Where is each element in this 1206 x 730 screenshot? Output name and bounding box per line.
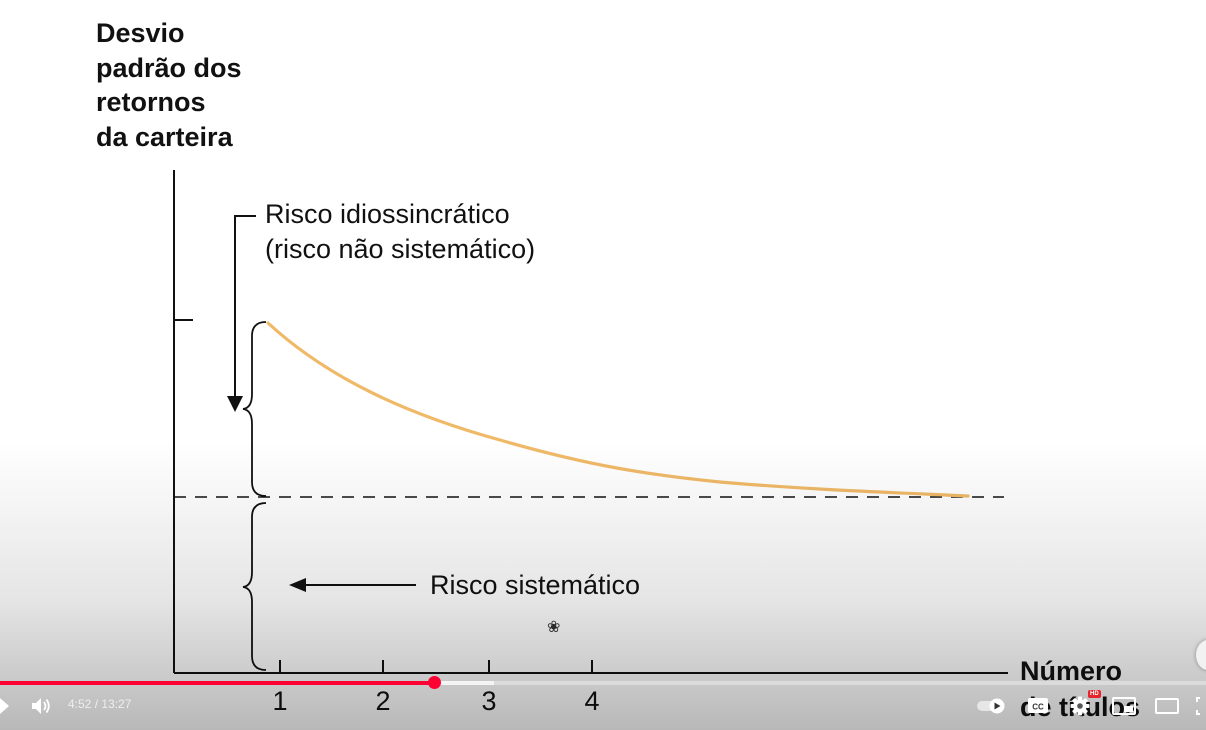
scrubber-handle[interactable] — [428, 676, 442, 689]
idiosyncratic-arrow — [227, 215, 256, 412]
idiosyncratic-brace — [242, 321, 267, 497]
y-axis-label-line: padrão dos — [96, 52, 242, 83]
systematic-label: Risco sistemático — [430, 570, 641, 600]
theater-icon[interactable] — [1155, 698, 1179, 714]
systematic-arrow — [289, 578, 416, 592]
x-axis-label-line1: Número — [1020, 656, 1123, 686]
non-systematic-label: (risco não sistemático) — [265, 234, 536, 264]
progress-bar[interactable] — [0, 681, 1206, 685]
x-tick-label: 4 — [584, 686, 600, 716]
x-tick-label: 2 — [375, 686, 391, 716]
systematic-brace — [242, 502, 267, 671]
y-axis-label-line: da carteira — [96, 121, 233, 152]
x-ticks — [279, 660, 593, 673]
current-time: 4:52 — [68, 697, 92, 711]
side-overlay-button[interactable] — [1196, 640, 1206, 670]
time-display: 4:52 / 13:27 — [68, 697, 131, 711]
idiosyncratic-label: Risco idiossincrático — [265, 199, 510, 229]
fullscreen-icon[interactable] — [1196, 697, 1206, 715]
y-axis-label-line: Desvio — [96, 18, 185, 48]
x-tick-label: 1 — [272, 686, 288, 716]
play-icon[interactable] — [0, 698, 10, 714]
settings-icon[interactable] — [1070, 696, 1090, 716]
captions-icon[interactable]: CC — [1027, 697, 1049, 714]
hd-badge: HD — [1088, 690, 1101, 698]
miniplayer-icon[interactable] — [1112, 697, 1136, 715]
duration: 13:27 — [101, 697, 132, 711]
risk-curve — [266, 321, 970, 498]
y-axis-label: Desvio padrão dos retornos da carteira — [96, 16, 242, 154]
svg-text:CC: CC — [1032, 703, 1044, 712]
y-axis-label-line: retornos — [96, 87, 206, 117]
volume-icon[interactable] — [31, 697, 51, 715]
pointer-cursor-icon: ❀ — [547, 619, 561, 636]
progress-played — [0, 681, 435, 685]
time-separator: / — [91, 697, 102, 711]
x-tick-label: 3 — [481, 686, 497, 716]
autoplay-toggle-icon[interactable] — [976, 698, 1008, 714]
